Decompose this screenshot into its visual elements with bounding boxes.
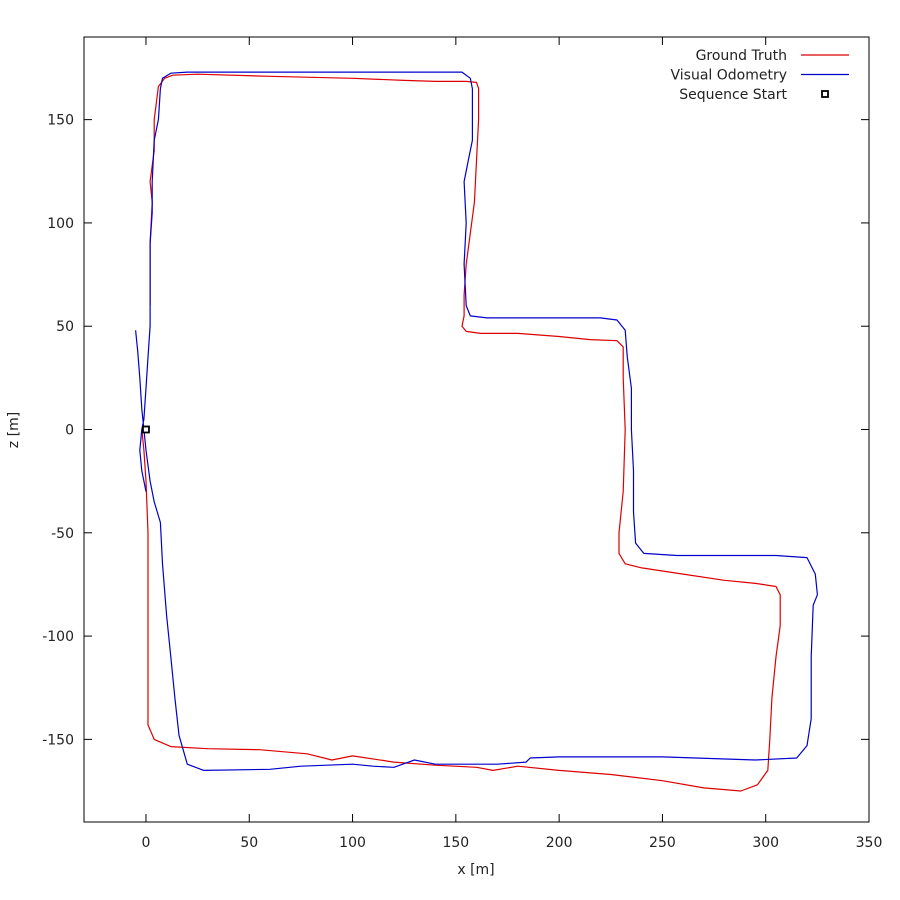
x-tick-label: 250 xyxy=(649,835,676,851)
legend-label: Visual Odometry xyxy=(671,68,788,84)
legend-label: Sequence Start xyxy=(679,87,787,103)
x-tick-label: 300 xyxy=(752,835,779,851)
x-tick-label: 100 xyxy=(339,835,366,851)
y-axis-label: z [m] xyxy=(6,412,22,448)
x-tick-label: 50 xyxy=(240,835,258,851)
x-axis-label: x [m] xyxy=(457,862,494,878)
legend-swatch-square xyxy=(821,90,829,98)
legend: Ground Truth Visual Odometry Sequence Star… xyxy=(671,48,849,103)
x-tick-label: 150 xyxy=(442,835,469,851)
legend-label: Ground Truth xyxy=(696,48,787,64)
y-tick-label: 0 xyxy=(65,423,74,439)
x-tick-label: 200 xyxy=(546,835,573,851)
y-tick-label: -150 xyxy=(42,732,74,748)
y-tick-label: 150 xyxy=(47,113,74,129)
x-tick-label: 350 xyxy=(856,835,883,851)
series-line-visual-odometry xyxy=(135,71,819,772)
series-layer xyxy=(135,71,819,792)
x-axis-ticks: 0 50 100 150 200 250 300 350 xyxy=(142,37,883,851)
y-tick-label: -50 xyxy=(51,526,74,542)
series-line-ground-truth xyxy=(141,73,781,792)
x-tick-label: 0 xyxy=(142,835,151,851)
y-tick-label: -100 xyxy=(42,629,74,645)
sequence-start-marker xyxy=(142,425,150,434)
marker-layer xyxy=(142,425,150,434)
y-tick-label: 100 xyxy=(47,216,74,232)
y-axis-ticks: 150 100 50 0 -50 -100 -150 xyxy=(42,113,869,748)
y-tick-label: 50 xyxy=(56,319,74,335)
